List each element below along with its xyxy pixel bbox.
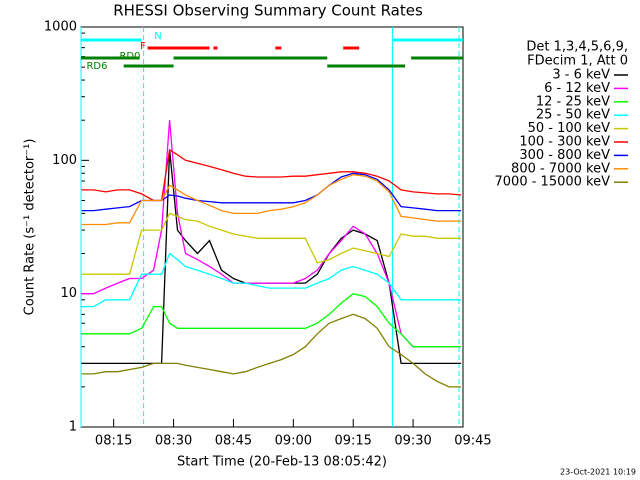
x-axis-label: Start Time (20-Feb-13 08:05:42): [177, 455, 387, 470]
series-line: [81, 120, 461, 348]
flag-label: RD6: [86, 61, 107, 72]
legend-label: 3 - 6 keV: [552, 68, 610, 83]
legend-label: 50 - 100 keV: [528, 121, 611, 136]
series-line: [81, 174, 461, 226]
legend-label: 800 - 7000 keV: [511, 161, 610, 176]
x-tick-label: 09:00: [275, 434, 312, 449]
y-tick-label: 1: [69, 420, 77, 435]
series-line: [81, 212, 461, 275]
flag-label: F: [140, 41, 146, 52]
chart-title: RHESSI Observing Summary Count Rates: [113, 2, 423, 20]
x-tick-label: 08:15: [95, 434, 132, 449]
y-tick-label: 100: [52, 153, 77, 168]
flag-label: N: [154, 31, 161, 42]
flag-label: RD0: [119, 51, 140, 62]
legend-label: 25 - 50 keV: [536, 108, 610, 123]
x-tick-label: 09:45: [454, 434, 491, 449]
series-line: [81, 313, 461, 388]
x-tick-label: 09:15: [334, 434, 371, 449]
series-line: [81, 252, 461, 308]
legend-label: 7000 - 15000 keV: [495, 175, 611, 190]
footer: 23-Oct-2021 10:19: [560, 468, 636, 477]
legend-header: Det 1,3,4,5,6,9,: [526, 40, 628, 55]
legend-label: 300 - 800 keV: [519, 148, 610, 163]
x-tick-label: 09:30: [394, 434, 431, 449]
x-tick-label: 08:30: [155, 434, 192, 449]
series-line: [81, 292, 461, 348]
y-tick-label: 10: [60, 286, 77, 301]
series-line: [81, 149, 461, 365]
y-axis-label: Count Rate (s⁻¹ detector⁻¹): [23, 139, 38, 316]
plot-frame: [80, 26, 464, 428]
x-tick-label: 08:45: [215, 434, 252, 449]
legend-label: 12 - 25 keV: [536, 94, 610, 109]
legend-header: FDecim 1, Att 0: [527, 54, 628, 69]
legend-label: 100 - 300 keV: [519, 135, 610, 150]
series-line: [81, 148, 462, 202]
legend-label: 6 - 12 keV: [544, 81, 610, 96]
y-tick-label: 1000: [44, 20, 77, 35]
